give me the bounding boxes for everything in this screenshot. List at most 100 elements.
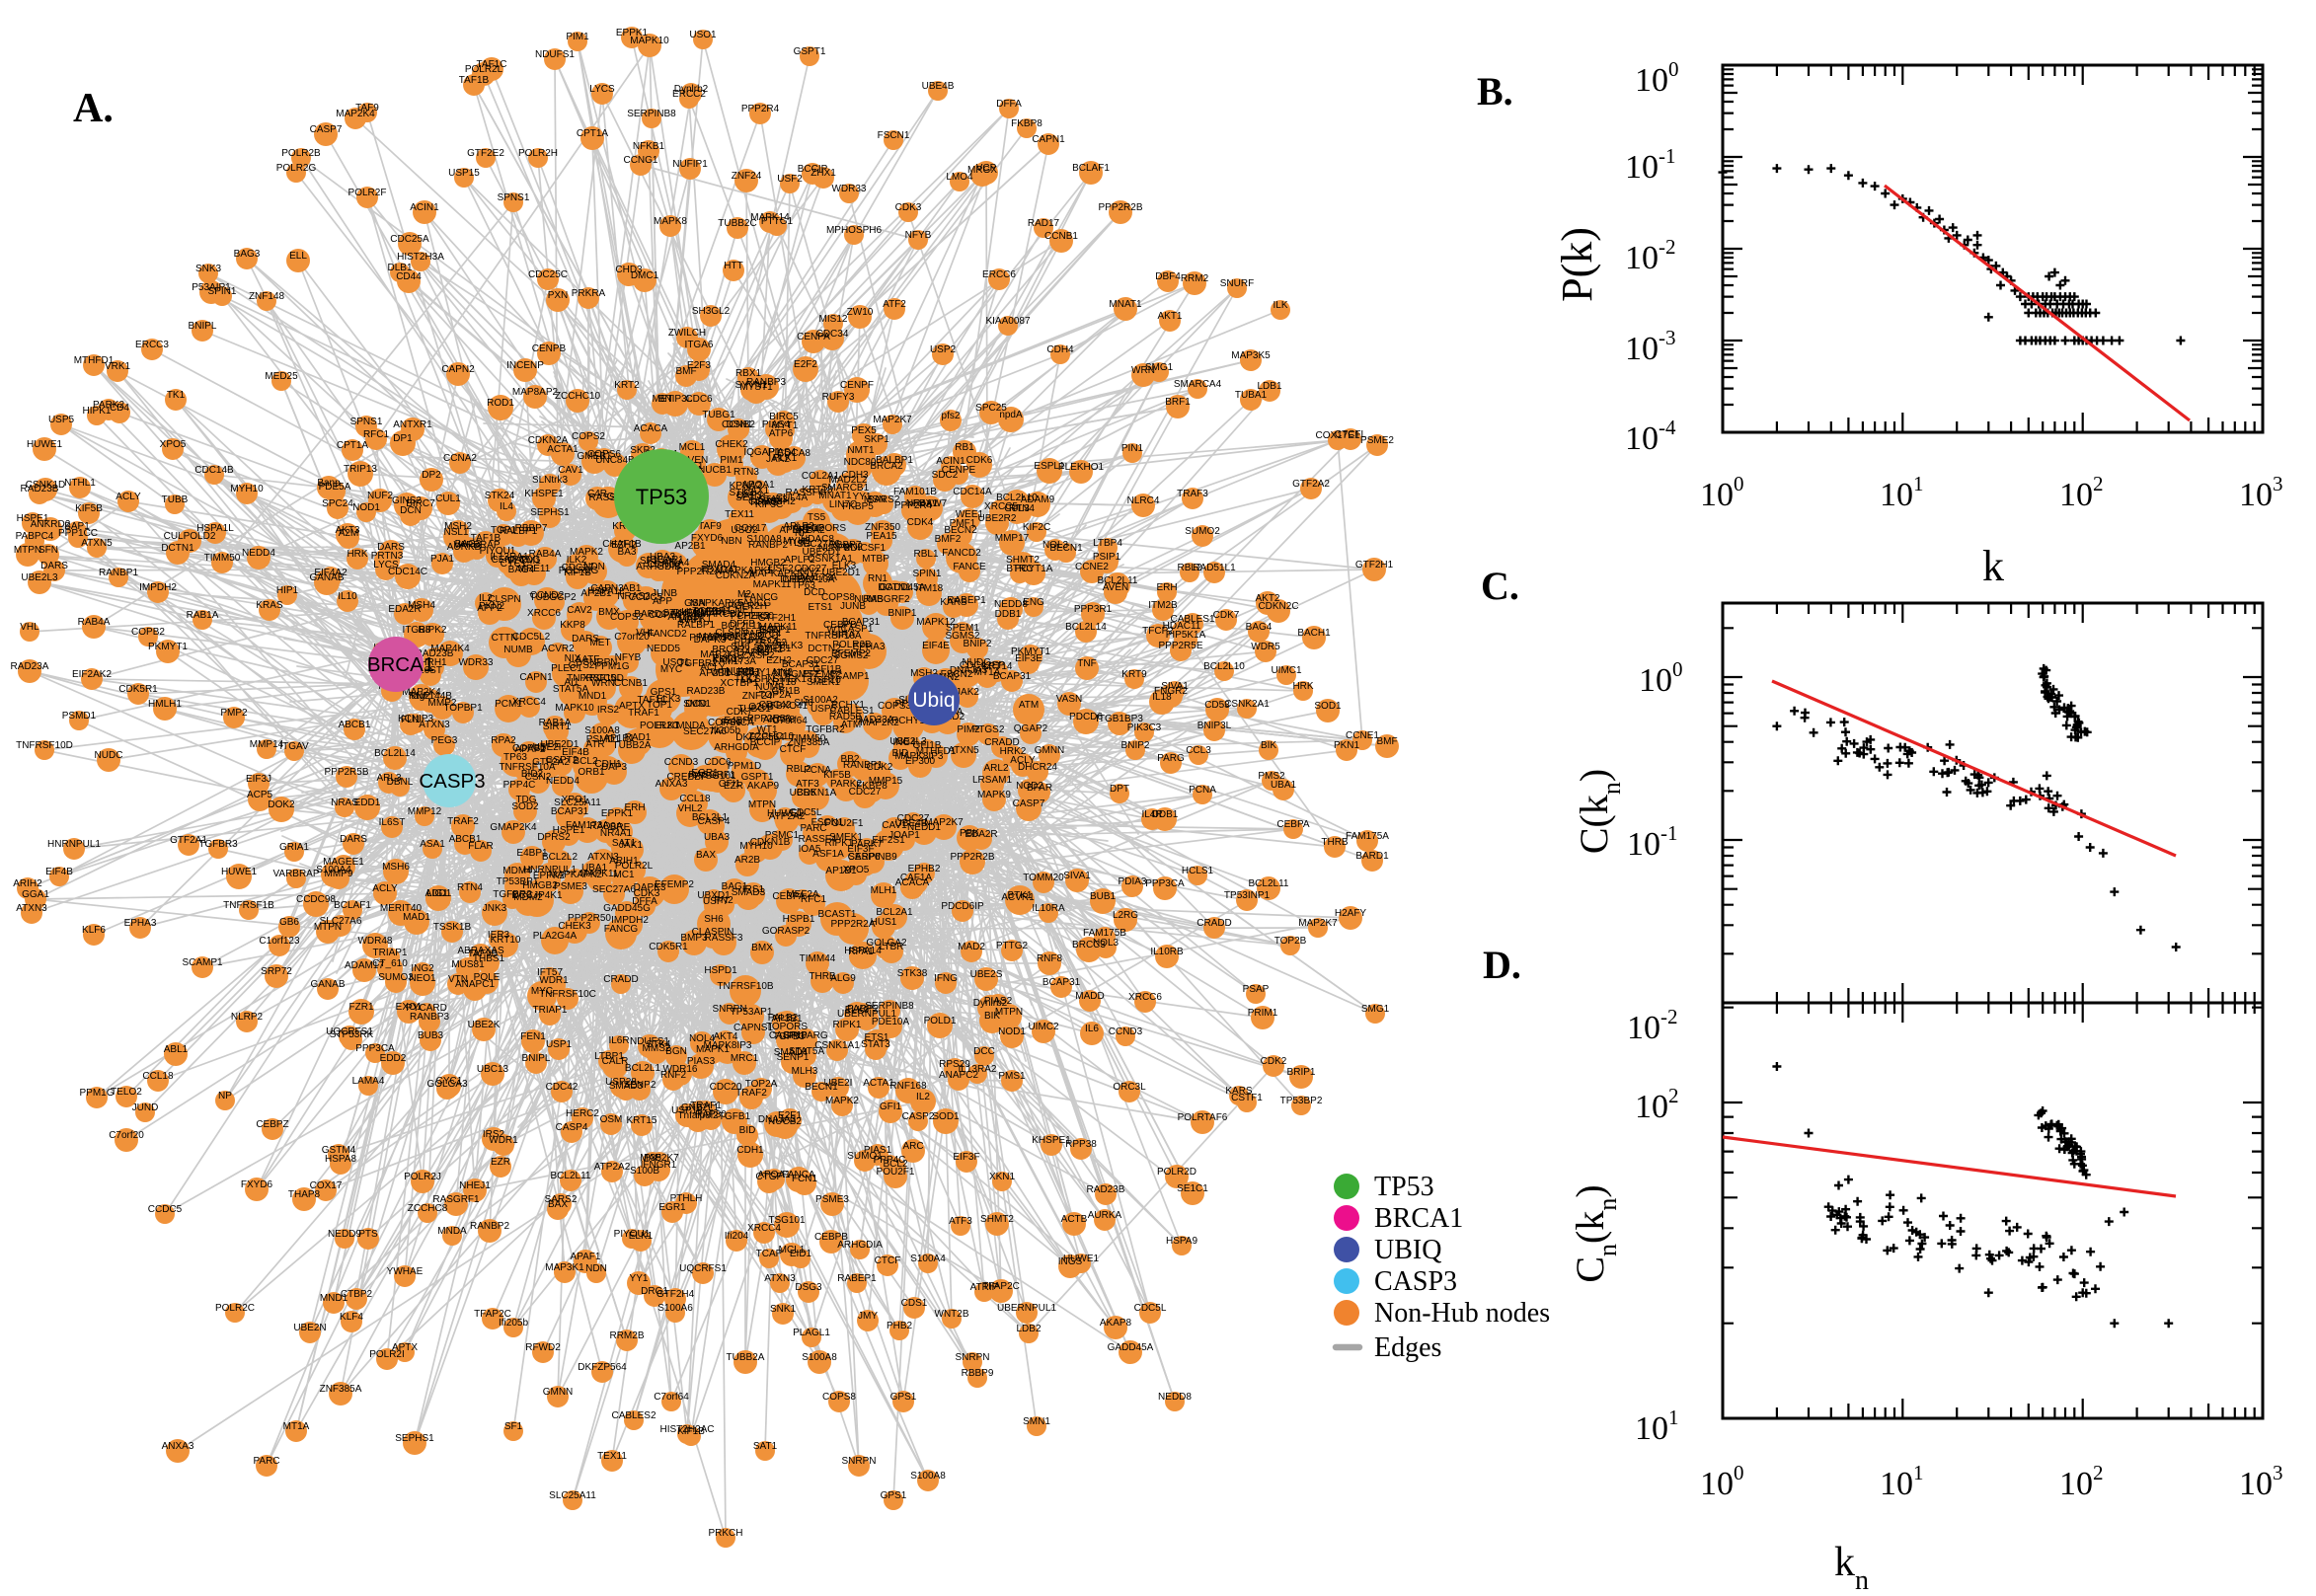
svg-text:BTK1: BTK1 <box>1007 890 1032 901</box>
svg-text:CEBPA: CEBPA <box>1276 819 1309 830</box>
svg-text:C1orf123: C1orf123 <box>259 936 300 947</box>
svg-text:TP53BP2: TP53BP2 <box>1280 1096 1323 1106</box>
svg-text:C7orf64: C7orf64 <box>654 1392 689 1403</box>
svg-text:SMARCA4: SMARCA4 <box>1174 379 1222 390</box>
svg-text:RBBP9: RBBP9 <box>962 1368 994 1379</box>
svg-text:JAK1: JAK1 <box>619 840 643 851</box>
svg-text:ATXN3: ATXN3 <box>16 903 47 914</box>
svg-text:FLAR: FLAR <box>468 841 494 852</box>
svg-text:UBC13: UBC13 <box>477 1064 509 1075</box>
svg-text:PTTG2: PTTG2 <box>996 941 1029 951</box>
svg-text:PCNA: PCNA <box>804 765 831 776</box>
svg-text:WT1: WT1 <box>756 724 778 735</box>
svg-text:IFT57: IFT57 <box>537 967 564 978</box>
svg-text:HSPE1: HSPE1 <box>17 513 49 524</box>
svg-text:KKP8: KKP8 <box>560 620 585 631</box>
svg-text:SF1: SF1 <box>504 1421 523 1432</box>
svg-text:PARK2: PARK2 <box>93 400 124 411</box>
svg-text:YWHAE: YWHAE <box>387 1266 424 1277</box>
svg-text:PIN1: PIN1 <box>1121 443 1144 454</box>
svg-text:tag2: tag2 <box>411 691 430 702</box>
svg-text:JNK3: JNK3 <box>483 903 507 914</box>
svg-text:BCAP31: BCAP31 <box>842 617 881 628</box>
svg-text:ATP2A2: ATP2A2 <box>594 1162 631 1173</box>
svg-text:FZR1: FZR1 <box>349 1002 374 1013</box>
svg-text:RBBP7: RBBP7 <box>515 523 548 534</box>
svg-text:MAP4K4: MAP4K4 <box>430 644 470 654</box>
svg-text:PLAGL1: PLAGL1 <box>793 1328 830 1338</box>
svg-text:DHCR24: DHCR24 <box>1018 762 1057 773</box>
svg-text:DPT: DPT <box>1110 784 1129 795</box>
svg-text:PIAS2: PIAS2 <box>984 996 1013 1007</box>
svg-text:CASP3: CASP3 <box>419 770 485 793</box>
svg-text:MAPK10: MAPK10 <box>555 703 594 714</box>
svg-text:GPS2: GPS2 <box>569 660 595 671</box>
svg-text:FAM175A: FAM175A <box>1346 831 1389 842</box>
svg-text:CCNE2: CCNE2 <box>1075 562 1109 572</box>
svg-text:XPO1: XPO1 <box>562 795 588 805</box>
svg-text:VHL2: VHL2 <box>677 803 702 814</box>
svg-text:AVEN: AVEN <box>1103 582 1129 593</box>
svg-text:USO1: USO1 <box>689 30 717 40</box>
svg-text:ARHGDIA: ARHGDIA <box>837 1240 883 1251</box>
svg-text:WDR33: WDR33 <box>831 184 866 194</box>
svg-text:RPA1: RPA1 <box>848 947 874 957</box>
svg-text:IMPDH2: IMPDH2 <box>139 582 177 593</box>
svg-text:LTBP4: LTBP4 <box>1093 538 1122 549</box>
svg-text:MAP2K2: MAP2K2 <box>860 718 899 728</box>
svg-text:USF2: USF2 <box>777 174 803 185</box>
svg-text:TELO2: TELO2 <box>111 1087 142 1098</box>
svg-text:INCENP: INCENP <box>506 360 544 371</box>
svg-text:GSPT2: GSPT2 <box>546 755 579 766</box>
svg-text:CDK2: CDK2 <box>1261 1056 1287 1067</box>
svg-text:TAF9: TAF9 <box>355 103 379 114</box>
svg-text:HUWE1: HUWE1 <box>27 439 63 450</box>
svg-text:PDIA3: PDIA3 <box>1119 876 1147 887</box>
svg-text:MAP3K1: MAP3K1 <box>545 1262 584 1273</box>
svg-text:EIF3E: EIF3E <box>1015 653 1042 664</box>
svg-text:MED25: MED25 <box>265 371 298 382</box>
svg-text:CCDC98: CCDC98 <box>296 894 336 905</box>
svg-text:HIP1: HIP1 <box>276 585 299 596</box>
svg-text:PARK7: PARK7 <box>851 839 883 850</box>
svg-text:UBE2D1: UBE2D1 <box>541 739 579 750</box>
svg-text:MAPK10: MAPK10 <box>630 36 669 46</box>
svg-text:RB1: RB1 <box>955 442 974 453</box>
svg-text:AKAP9: AKAP9 <box>747 781 780 792</box>
svg-text:HUWE1: HUWE1 <box>1063 1254 1100 1264</box>
svg-text:G20B: G20B <box>748 702 774 713</box>
svg-text:MTBP: MTBP <box>862 554 889 565</box>
svg-text:UIMC1: UIMC1 <box>1271 665 1302 676</box>
svg-text:HRK2: HRK2 <box>1000 746 1027 757</box>
svg-text:ING4: ING4 <box>892 737 916 748</box>
svg-text:CDC27: CDC27 <box>562 563 594 573</box>
svg-text:SOD1: SOD1 <box>1314 701 1342 712</box>
svg-text:RIPK2: RIPK2 <box>419 625 447 636</box>
svg-text:CDC27: CDC27 <box>849 787 882 798</box>
svg-text:PHB2: PHB2 <box>887 1321 913 1331</box>
svg-text:RAD23B: RAD23B <box>1087 1184 1125 1195</box>
svg-text:BCLAF1: BCLAF1 <box>334 900 371 911</box>
svg-text:FKBP5: FKBP5 <box>842 501 874 512</box>
svg-text:POLR2H: POLR2H <box>518 148 558 159</box>
svg-text:APAF1: APAF1 <box>571 1252 601 1262</box>
svg-text:HUS1: HUS1 <box>871 917 897 928</box>
svg-text:MAPKAPK2: MAPKAPK2 <box>549 870 602 880</box>
svg-text:EIF2AK2: EIF2AK2 <box>72 669 112 680</box>
svg-text:LRSAM1: LRSAM1 <box>972 775 1012 786</box>
svg-text:A.: A. <box>73 86 114 131</box>
svg-text:APTX: APTX <box>619 701 645 712</box>
svg-text:TUBG1: TUBG1 <box>702 410 735 420</box>
svg-text:SIVA1: SIVA1 <box>1161 681 1189 692</box>
svg-text:GORASP2: GORASP2 <box>762 926 811 937</box>
svg-text:PSME3: PSME3 <box>815 1194 849 1205</box>
svg-text:DDB1: DDB1 <box>995 609 1022 620</box>
svg-text:AP1B1: AP1B1 <box>603 733 635 744</box>
svg-text:XKN1: XKN1 <box>989 1172 1016 1182</box>
svg-text:SERPINB8: SERPINB8 <box>627 109 676 119</box>
svg-text:ERH: ERH <box>624 802 645 813</box>
svg-text:PBK: PBK <box>960 828 979 839</box>
svg-text:SEC27A6: SEC27A6 <box>683 726 727 737</box>
svg-text:GINS2: GINS2 <box>392 495 422 506</box>
svg-text:PPP2R50: PPP2R50 <box>747 714 791 724</box>
